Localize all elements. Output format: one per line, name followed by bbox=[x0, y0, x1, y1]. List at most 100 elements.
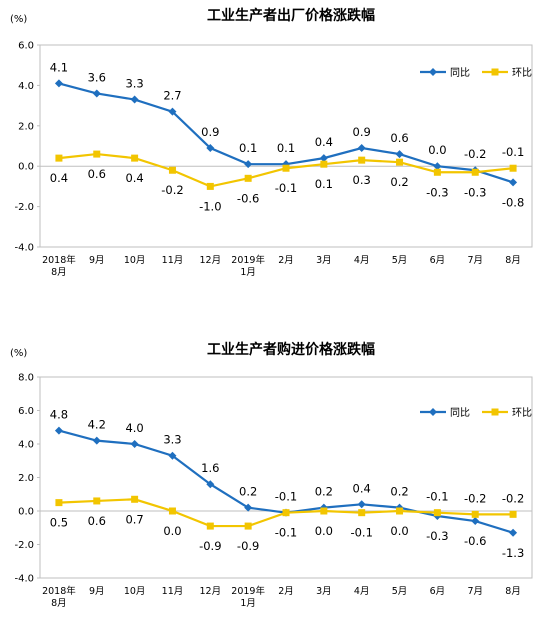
data-point-mom bbox=[433, 168, 441, 176]
data-point-mom bbox=[320, 160, 328, 168]
x-tick-label: 12月 bbox=[200, 255, 222, 266]
data-label-yoy: 0.9 bbox=[353, 125, 371, 139]
y-tick-label: 4.0 bbox=[18, 440, 34, 451]
data-label-mom: -1.0 bbox=[199, 199, 221, 213]
x-tick-label-line: 12月 bbox=[200, 586, 222, 597]
x-tick-label: 8月 bbox=[505, 586, 521, 597]
x-tick-label: 2019年 1月 bbox=[231, 254, 265, 278]
data-point-yoy bbox=[244, 503, 253, 512]
x-tick-label-line: 2018年 bbox=[42, 585, 76, 597]
y-tick-label: 6.0 bbox=[18, 41, 34, 52]
data-point-mom bbox=[282, 509, 290, 517]
data-label-mom: -0.2 bbox=[502, 491, 524, 505]
data-point-mom bbox=[282, 164, 290, 172]
chart-svg-purchase: 工业生产者购进价格涨跌幅 (%) 8.0 6.0 4.0 2.0 0.0 -2.0 -4.0… bbox=[10, 341, 533, 609]
data-point-yoy bbox=[130, 95, 139, 104]
data-label-mom: 0.4 bbox=[50, 171, 68, 185]
data-label-yoy: 0.2 bbox=[390, 485, 408, 499]
legend-label: 环比 bbox=[512, 407, 532, 419]
data-label-mom: -0.6 bbox=[237, 191, 259, 205]
data-point-mom bbox=[131, 495, 139, 503]
x-tick-label: 3月 bbox=[316, 255, 332, 266]
data-label-yoy: 0.1 bbox=[239, 141, 257, 155]
data-point-yoy bbox=[168, 107, 177, 116]
data-label-yoy: 0.4 bbox=[315, 135, 333, 149]
data-point-mom bbox=[55, 499, 63, 507]
data-point-mom bbox=[168, 166, 176, 174]
x-tick-label-line: 2月 bbox=[278, 586, 294, 597]
data-point-mom bbox=[55, 154, 63, 162]
data-label-mom: 0.4 bbox=[125, 171, 143, 185]
data-point-yoy bbox=[509, 528, 518, 537]
chart-ex-factory-price: 工业生产者出厂价格涨跌幅 (%) 6.0 4.0 2.0 0.0 -2.0 -4.0 201… bbox=[0, 0, 542, 300]
x-tick-label: 11月 bbox=[162, 586, 184, 597]
data-point-yoy bbox=[206, 480, 215, 489]
data-label-mom: 0.3 bbox=[353, 173, 371, 187]
data-point-yoy bbox=[509, 178, 518, 187]
data-label-mom: -0.2 bbox=[464, 491, 486, 505]
x-tick-label: 2019年 1月 bbox=[231, 585, 265, 609]
data-point-mom bbox=[396, 158, 404, 166]
data-label-mom: 0.6 bbox=[88, 167, 106, 181]
data-point-mom bbox=[244, 522, 252, 530]
data-point-mom bbox=[433, 509, 441, 517]
x-tick-label-line: 2019年 bbox=[231, 585, 265, 597]
data-label-mom: -0.1 bbox=[350, 526, 372, 540]
data-point-yoy bbox=[433, 162, 442, 171]
data-label-yoy: -0.2 bbox=[464, 147, 486, 161]
data-label-mom: 0.2 bbox=[390, 175, 408, 189]
data-label-yoy: 0.6 bbox=[390, 131, 408, 145]
y-tick-label: 2.0 bbox=[18, 473, 34, 484]
x-tick-label-line: 5月 bbox=[392, 586, 408, 597]
x-tick-label-line: 8月 bbox=[505, 586, 521, 597]
x-tick-label-line: 8月 bbox=[51, 598, 67, 609]
x-tick-label-line: 8月 bbox=[51, 267, 67, 278]
data-label-yoy: -0.6 bbox=[464, 534, 486, 548]
data-label-mom: -0.1 bbox=[275, 526, 297, 540]
x-tick-label: 8月 bbox=[505, 255, 521, 266]
data-point-mom bbox=[244, 174, 252, 182]
x-tick-label-line: 2018年 bbox=[42, 254, 76, 266]
data-point-mom bbox=[358, 156, 366, 164]
data-point-yoy bbox=[168, 451, 177, 460]
data-label-yoy: 0.0 bbox=[428, 143, 446, 157]
x-tick-label: 6月 bbox=[430, 255, 446, 266]
data-label-yoy: 0.2 bbox=[315, 485, 333, 499]
x-tick-label: 3月 bbox=[316, 586, 332, 597]
data-label-mom: -0.9 bbox=[237, 539, 259, 553]
y-tick-label: 0.0 bbox=[18, 507, 34, 518]
x-tick-label-line: 9月 bbox=[89, 586, 105, 597]
data-point-yoy bbox=[471, 517, 480, 526]
data-point-mom bbox=[358, 509, 366, 517]
data-point-yoy bbox=[54, 426, 63, 435]
data-label-yoy: 1.6 bbox=[201, 461, 219, 475]
y-tick-label: -2.0 bbox=[14, 202, 34, 213]
x-tick-label-line: 12月 bbox=[200, 255, 222, 266]
chart-title: 工业生产者出厂价格涨跌幅 bbox=[207, 7, 375, 24]
x-tick-label-line: 3月 bbox=[316, 255, 332, 266]
data-point-mom bbox=[206, 522, 214, 530]
legend-label: 同比 bbox=[450, 407, 470, 419]
data-point-mom bbox=[206, 182, 214, 190]
data-label-yoy: 3.6 bbox=[88, 70, 106, 84]
y-tick-label: 6.0 bbox=[18, 406, 34, 417]
data-point-mom bbox=[509, 164, 517, 172]
legend-marker-diamond bbox=[429, 68, 437, 76]
data-label-yoy: 3.3 bbox=[163, 433, 181, 447]
x-tick-label-line: 10月 bbox=[124, 586, 146, 597]
data-point-yoy bbox=[54, 79, 63, 88]
data-point-mom bbox=[168, 507, 176, 515]
data-point-yoy bbox=[206, 144, 215, 153]
x-tick-label: 2018年 8月 bbox=[42, 585, 76, 609]
data-label-mom: 0.0 bbox=[315, 524, 333, 538]
x-tick-label: 4月 bbox=[354, 586, 370, 597]
legend-marker-square bbox=[491, 408, 499, 416]
x-tick-label: 7月 bbox=[467, 586, 483, 597]
data-label-yoy: -1.3 bbox=[502, 546, 524, 560]
x-tick-label: 11月 bbox=[162, 255, 184, 266]
data-label-mom: -0.3 bbox=[426, 185, 448, 199]
x-tick-label-line: 3月 bbox=[316, 586, 332, 597]
x-tick-label-line: 7月 bbox=[467, 586, 483, 597]
data-label-yoy: 4.0 bbox=[125, 421, 143, 435]
data-label-mom: 0.0 bbox=[390, 524, 408, 538]
